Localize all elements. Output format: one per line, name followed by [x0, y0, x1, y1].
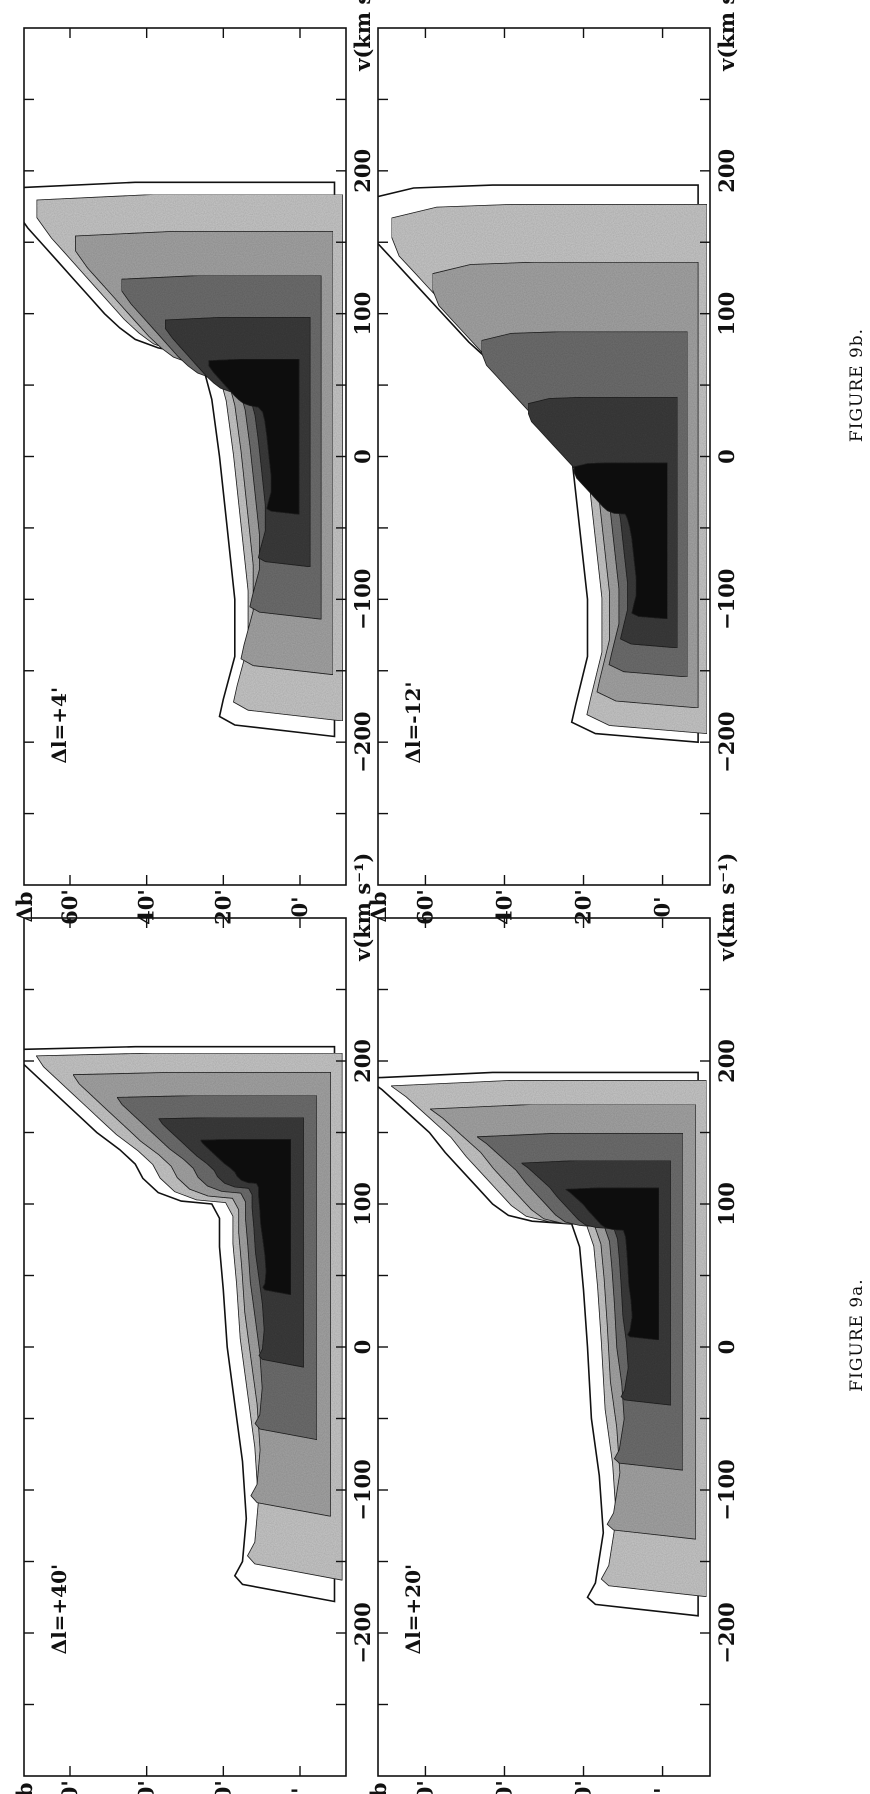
v-tick-label: 0	[714, 449, 739, 464]
v-axis-title: v(km s⁻¹)	[350, 853, 375, 962]
v-tick-label: 200	[350, 1039, 375, 1083]
panel-label: Δl=-12'	[401, 681, 425, 763]
b-tick-label: 40'	[491, 889, 516, 925]
v-tick-label: 0	[714, 1340, 739, 1355]
b-tick-label: 20'	[571, 1780, 596, 1794]
b-tick-label: 0'	[287, 1787, 312, 1794]
v-tick-label: 100	[350, 292, 375, 336]
panel-dl-minus-12: −200 −100 0 100 200 0' 20' 40' 60' Δb v(km s⁻¹) Δl=…	[366, 0, 739, 925]
emission-contour-level-5	[574, 462, 668, 620]
v-tick-label: 0	[350, 1340, 375, 1355]
v-tick-label: 100	[350, 1182, 375, 1226]
b-tick-label: 40'	[491, 1780, 516, 1794]
v-axis-title: v(km s⁻¹)	[714, 0, 739, 72]
b-tick-label: 20'	[210, 889, 235, 925]
v-tick-label: −200	[714, 711, 739, 772]
v-tick-label: 200	[350, 149, 375, 193]
b-tick-label: 60'	[57, 889, 82, 925]
v-axis-title: v(km s⁻¹)	[350, 0, 375, 72]
b-tick-label: 0'	[650, 896, 675, 917]
emission-layer	[24, 1045, 343, 1603]
panel-dl-plus-20: −200 −100 0 100 200 0' 20' 40' 60' Δb v(km s⁻¹) Δl=…	[366, 853, 739, 1794]
panel-label: Δl=+40'	[47, 1564, 71, 1655]
emission-contour-level-5	[208, 358, 300, 515]
b-tick-label: 60'	[412, 1780, 437, 1794]
v-tick-label: −200	[714, 1602, 739, 1663]
v-tick-label: −100	[714, 1459, 739, 1520]
outer-contour-line	[24, 1045, 336, 1603]
v-tick-label: 0	[350, 449, 375, 464]
v-tick-label: −200	[350, 711, 375, 772]
b-tick-label: 60'	[57, 1780, 82, 1794]
v-tick-label: −100	[350, 569, 375, 630]
b-tick-label: 40'	[134, 1780, 159, 1794]
caption-figure-9b: FIGURE 9b.	[847, 328, 867, 442]
v-axis-title: v(km s⁻¹)	[714, 853, 739, 962]
b-tick-label: 0'	[650, 1787, 675, 1794]
outer-contour-line	[378, 184, 699, 744]
b-tick-label: 40'	[134, 889, 159, 925]
v-tick-label: 100	[714, 292, 739, 336]
emission-contour-level-5	[564, 1187, 660, 1341]
b-axis-title: Δb	[12, 892, 37, 923]
b-tick-label: 0'	[287, 896, 312, 917]
outer-contour-line	[24, 181, 336, 738]
emission-layer	[378, 1071, 707, 1617]
b-tick-label: 20'	[210, 1780, 235, 1794]
b-axis-title: Δb	[366, 1783, 391, 1794]
v-tick-label: −200	[350, 1602, 375, 1663]
caption-figure-9a: FIGURE 9a.	[847, 1278, 867, 1391]
v-tick-label: 200	[714, 149, 739, 193]
emission-layer	[24, 181, 344, 738]
b-axis-title: Δb	[12, 1783, 37, 1794]
emission-contour-level-5	[199, 1139, 292, 1296]
panel-dl-plus-4: −200 −100 0 100 200 0' 20' 40' 60' Δb v(km s⁻¹) Δl=…	[12, 0, 375, 925]
b-tick-label: 60'	[412, 889, 437, 925]
b-axis-title: Δb	[366, 892, 391, 923]
panel-label: Δl=+20'	[401, 1564, 425, 1655]
v-tick-label: 200	[714, 1039, 739, 1083]
v-tick-label: −100	[714, 569, 739, 630]
panel-dl-plus-40: −200 −100 0 100 200 0' 20' 40' 60' Δb v(km s⁻¹) Δl=…	[12, 853, 375, 1794]
v-tick-label: 100	[714, 1182, 739, 1226]
outer-contour-line	[378, 1071, 699, 1617]
emission-layer	[378, 184, 708, 744]
v-tick-label: −100	[350, 1459, 375, 1520]
panel-label: Δl=+4'	[47, 687, 71, 764]
b-tick-label: 20'	[571, 889, 596, 925]
